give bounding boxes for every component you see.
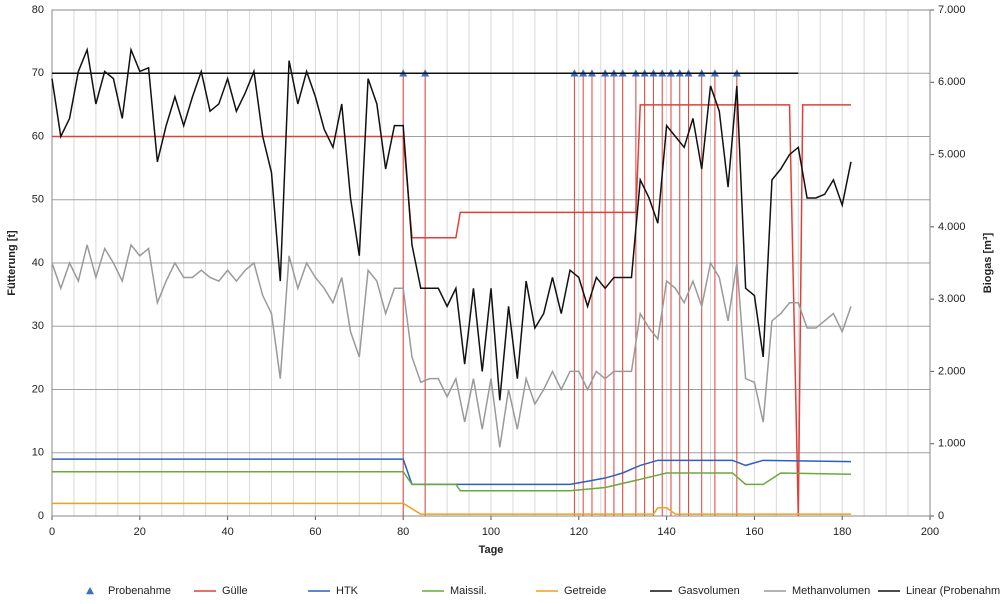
y2-axis-title: Biogas [m³] xyxy=(982,232,994,293)
y2-tick-label: 7.000 xyxy=(938,4,966,16)
y-tick-label: 30 xyxy=(32,320,44,332)
legend-label: Maissil. xyxy=(450,585,487,597)
y-tick-label: 40 xyxy=(32,257,44,269)
legend-label: HTK xyxy=(336,585,359,597)
series-line xyxy=(51,46,852,401)
series-line xyxy=(52,470,851,492)
x-tick-label: 60 xyxy=(309,526,321,538)
x-tick-label: 0 xyxy=(49,526,55,538)
legend-label: Probenahme xyxy=(108,585,171,597)
y-tick-label: 20 xyxy=(32,383,44,395)
legend-marker xyxy=(86,587,94,595)
x-tick-label: 160 xyxy=(745,526,763,538)
y2-tick-label: 1.000 xyxy=(938,438,966,450)
legend-label: Methanvolumen xyxy=(792,585,870,597)
y-tick-label: 50 xyxy=(32,194,44,206)
x-tick-label: 80 xyxy=(397,526,409,538)
x-tick-label: 200 xyxy=(921,526,939,538)
x-tick-label: 20 xyxy=(134,526,146,538)
y2-tick-label: 4.000 xyxy=(938,221,966,233)
legend-label: Getreide xyxy=(564,585,606,597)
y-axis-title: Fütterung [t] xyxy=(6,230,18,296)
series-line xyxy=(51,243,852,448)
x-axis-title: Tage xyxy=(479,544,504,556)
x-tick-label: 140 xyxy=(657,526,675,538)
y2-tick-label: 5.000 xyxy=(938,148,966,160)
y-tick-label: 10 xyxy=(32,447,44,459)
series-line xyxy=(52,502,851,515)
x-tick-label: 40 xyxy=(221,526,233,538)
x-tick-label: 100 xyxy=(482,526,500,538)
y-tick-label: 60 xyxy=(32,130,44,142)
y2-tick-label: 3.000 xyxy=(938,293,966,305)
y-tick-label: 70 xyxy=(32,67,44,79)
legend-label: Gülle xyxy=(222,585,248,597)
legend-label: Linear (Probenahme) xyxy=(906,585,1000,597)
y2-tick-label: 2.000 xyxy=(938,365,966,377)
legend-label: Gasvolumen xyxy=(678,585,740,597)
y-tick-label: 80 xyxy=(32,4,44,16)
x-tick-label: 180 xyxy=(833,526,851,538)
y2-tick-label: 0 xyxy=(938,510,944,522)
y2-tick-label: 6.000 xyxy=(938,76,966,88)
y-tick-label: 0 xyxy=(38,510,44,522)
x-tick-label: 120 xyxy=(570,526,588,538)
